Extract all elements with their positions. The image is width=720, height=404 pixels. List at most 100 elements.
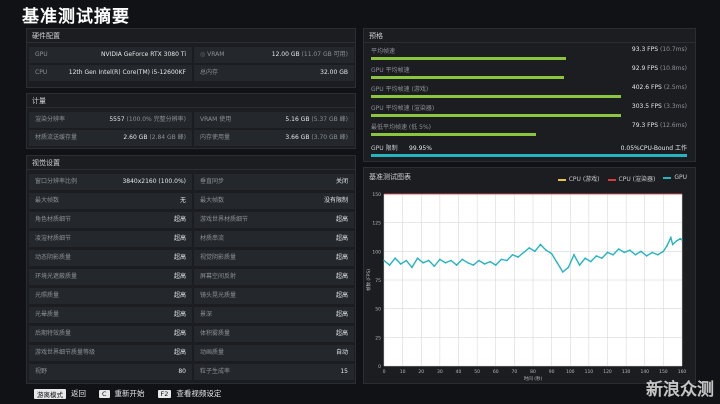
setting-label: 体积雾质量: [200, 330, 231, 337]
setting-label: 环境光遮蔽质量: [35, 273, 78, 280]
setting-label: 光照质量: [35, 292, 60, 299]
gpu-data-point: [656, 253, 659, 256]
setting-cell: 视觉阴影质量 超高: [194, 250, 354, 266]
gpu-data-point: [383, 259, 385, 262]
chart-panel: 基准测试图表 CPU (游戏) CPU (渲染器) GPU 0 25 50 75 100…: [363, 167, 696, 384]
hardware-header: 硬件配置: [27, 29, 355, 43]
setting-cell: 游戏世界材质细节 超高: [194, 212, 354, 228]
memory-value: 32.00 GB: [320, 69, 348, 76]
perf-row: 平均帧速 93.3 FPS (10.7ms): [366, 44, 692, 61]
gpu-data-point: [589, 260, 592, 263]
setting-cell: 光照质量 超高: [29, 288, 192, 304]
setting-value: 超高: [335, 235, 348, 242]
setting-cell: 光晕质量 超高: [29, 307, 192, 323]
cpu-label: CPU: [35, 69, 48, 76]
y-tick-label: 100: [372, 249, 381, 255]
watermark-logo: 新浪众测: [646, 380, 714, 400]
cpu-value: 12th Gen Intel(R) Core(TM) i5-12600KF: [68, 69, 186, 76]
perf-bar: [371, 57, 566, 60]
y-tick-label: 125: [372, 221, 381, 227]
gpu-data-point: [595, 255, 598, 257]
gpu-data-point: [601, 257, 603, 260]
gpu-data-point: [640, 250, 642, 253]
gpu-data-point: [578, 264, 581, 266]
setting-value: 超高: [173, 330, 186, 337]
setting-cell: 角色材质细节 超高: [29, 212, 192, 228]
texture-cache-cell: 材质流送缓存量 2.60 GB (2.84 GB 峰): [29, 130, 192, 146]
gpu-data-point: [617, 248, 620, 250]
perf-label: GPU 平均帧速 (游戏): [371, 86, 429, 93]
key-c[interactable]: C: [99, 389, 110, 398]
back-button[interactable]: 返回: [71, 389, 86, 398]
x-tick-label: 50: [474, 369, 480, 375]
vram-usage-label: VRAM 使用: [200, 116, 232, 123]
setting-value: 超高: [335, 292, 348, 299]
x-tick-label: 80: [530, 369, 536, 375]
setting-label: 镜头晃光质量: [200, 292, 237, 299]
setting-cell: 体积雾质量 超高: [194, 326, 354, 342]
gpu-data-point: [388, 264, 391, 266]
gpu-data-point: [483, 263, 486, 265]
gpu-data-point: [675, 240, 678, 242]
memory-label: 总内存: [200, 69, 219, 76]
gpu-data-point: [606, 251, 609, 254]
gpu-data-point: [500, 258, 503, 261]
gpu-data-point: [489, 260, 491, 263]
setting-value: 超高: [173, 273, 186, 280]
legend-cpu-game: CPU (游戏): [557, 174, 600, 183]
setting-label: 游戏世界细节质量等级: [35, 349, 96, 356]
view-video-settings-button[interactable]: 查看视频设定: [176, 389, 222, 398]
setting-label: 材质串流: [200, 235, 225, 242]
gpu-data-point: [573, 253, 575, 256]
gpu-data-point: [534, 250, 536, 253]
gpu-data-point: [670, 236, 672, 239]
legend-gpu: GPU: [663, 174, 687, 183]
restart-button[interactable]: 重新开始: [114, 389, 145, 398]
key-f2[interactable]: F2: [157, 389, 172, 398]
memory-cell: 总内存 32.00 GB: [194, 65, 354, 81]
gpu-value: NVIDIA GeForce RTX 3080 Ti: [101, 51, 186, 58]
setting-label: 屏幕空间反射: [200, 273, 237, 280]
x-tick-label: 130: [622, 369, 631, 375]
memory-usage-value: 3.66 GB (3.70 GB 峰): [285, 134, 348, 141]
gpu-data-point: [439, 258, 441, 261]
chart-panel-title: 基准测试图表: [369, 173, 411, 181]
key-free-mode[interactable]: 游离模式: [34, 388, 66, 399]
vram-label: ◎ VRAM: [200, 51, 225, 58]
vram-value: 12.00 GB (11.07 GB 可用): [271, 51, 348, 58]
y-axis-label: 帧数 (FPS): [365, 269, 372, 291]
setting-cell: 景深 超高: [194, 307, 354, 323]
perf-bar: [371, 114, 621, 117]
setting-value: 超高: [173, 254, 186, 261]
perf-bar: [371, 76, 564, 79]
perf-value: 92.9 FPS (10.8ms): [631, 65, 687, 72]
perf-value: 303.5 FPS (3.3ms): [631, 103, 687, 110]
gpu-data-point: [681, 239, 683, 241]
setting-cell: 动态阴影质量 超高: [29, 250, 192, 266]
setting-cell: 屏幕空间反射 超高: [194, 269, 354, 285]
compute-header: 计量: [27, 94, 355, 108]
gpu-cell: GPU NVIDIA GeForce RTX 3080 Ti: [29, 47, 192, 63]
legend-cpu-render: CPU (渲染器): [607, 174, 655, 183]
setting-cell: 动画质量 自动: [194, 345, 354, 361]
gpu-data-point: [511, 253, 514, 256]
setting-value: 没有限制: [323, 197, 348, 204]
gpu-data-point: [584, 257, 586, 260]
setting-value: 超高: [335, 216, 348, 223]
setting-label: 窗口分辨率比例: [35, 178, 78, 185]
setting-cell: 凌渲材质细节 超高: [29, 231, 192, 247]
setting-value: 超高: [335, 273, 348, 280]
perf-label: GPU 平均帧速 (渲染器): [371, 105, 435, 112]
setting-cell: 粒子生成率 15: [194, 364, 354, 380]
gpu-data-point: [550, 252, 553, 255]
gpu-data-point: [522, 251, 525, 254]
render-res-label: 渲染分辨率: [35, 116, 66, 123]
x-axis-label: 时间 (秒): [524, 375, 543, 382]
gpu-data-point: [422, 262, 424, 264]
x-tick-label: 140: [640, 369, 649, 375]
memory-usage-cell: 内存使用量 3.66 GB (3.70 GB 峰): [194, 130, 354, 146]
setting-value: 超高: [173, 311, 186, 318]
setting-value: 15: [340, 368, 348, 375]
setting-cell: 最大帧数 无: [29, 193, 192, 209]
setting-value: 关闭: [335, 178, 348, 185]
